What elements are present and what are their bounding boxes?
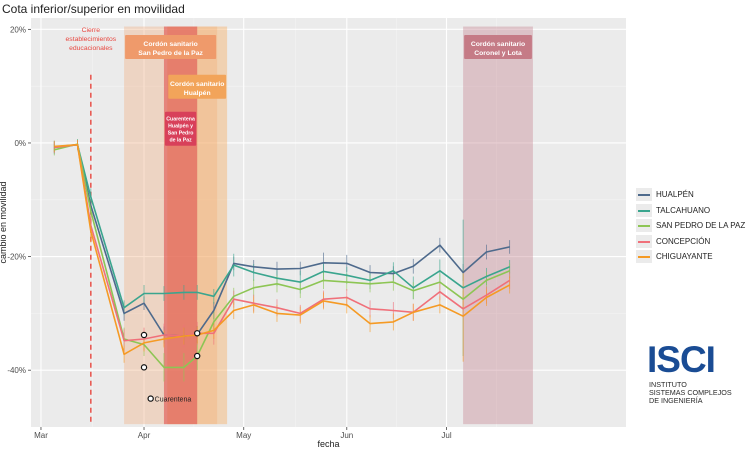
- band-label-box: [164, 111, 197, 146]
- band-label-box: [168, 74, 227, 99]
- legend-label: HUALPÉN: [656, 190, 694, 200]
- x-axis-title: fecha: [317, 439, 339, 449]
- legend-label: CONCEPCIÓN: [656, 236, 711, 246]
- logo-word: ISCI: [647, 339, 716, 380]
- series-line: [54, 143, 511, 356]
- y-tick-label: -40%: [7, 366, 26, 375]
- y-axis-title: cambio en movilidad: [0, 181, 8, 263]
- x-tick-label: Jul: [441, 431, 451, 440]
- band-label-text: Hualpén: [184, 90, 211, 97]
- legend-key: [636, 203, 652, 217]
- band-label-text: Cordón sanitario: [471, 41, 525, 48]
- series-line: [54, 143, 510, 337]
- legend-item: TALCAHUANO: [636, 203, 745, 219]
- chart-title: Cota inferior/superior en movilidad: [2, 2, 185, 16]
- band-label-text: Cordón sanitario: [143, 41, 197, 48]
- band-label-text: de la Paz: [169, 138, 192, 144]
- quarantine-marker: [194, 352, 201, 360]
- school-closure-label: establecimientos: [66, 36, 117, 43]
- legend-item: CONCEPCIÓN: [636, 234, 745, 250]
- legend-key: [636, 188, 652, 202]
- quarantine-legend-marker: [147, 395, 154, 402]
- x-tick-label: Apr: [138, 431, 151, 440]
- school-closure-label: educacionales: [69, 45, 113, 52]
- series-line: [54, 143, 511, 369]
- school-closure-label: Cierre: [82, 27, 101, 34]
- x-tick-label: Jun: [340, 431, 353, 440]
- logo-subtitle: INSTITUTO SISTEMAS COMPLEJOS DE INGENIER…: [649, 380, 732, 405]
- legend-key: [636, 234, 652, 248]
- legend-item: SAN PEDRO DE LA PAZ: [636, 218, 745, 234]
- y-tick-label: 20%: [10, 25, 26, 34]
- y-tick-label: 0%: [14, 139, 26, 148]
- band-label-box: [464, 35, 532, 60]
- quarantine-marker: [140, 331, 148, 339]
- series-line: [54, 143, 511, 342]
- legend-label: TALCAHUANO: [656, 205, 711, 215]
- legend-label: CHIGUAYANTE: [656, 252, 713, 262]
- band-label-text: Cordón sanitario: [170, 81, 224, 88]
- legend-label: SAN PEDRO DE LA PAZ: [656, 221, 746, 231]
- band-label-text: Hualpén y: [168, 124, 193, 130]
- legend-item: HUALPÉN: [636, 187, 745, 203]
- legend: HUALPÉN TALCAHUANO SAN PEDRO DE LA PAZ CONC…: [636, 187, 745, 265]
- quarantine-legend-label: Cuarentena: [155, 397, 192, 404]
- isci-logo: ISCI INSTITUTO SISTEMAS COMPLEJOS DE ING…: [640, 339, 747, 414]
- band-label-text: San Pedro: [168, 131, 194, 137]
- x-tick-label: Mar: [34, 431, 48, 440]
- quarantine-marker: [194, 330, 201, 337]
- legend-key: [636, 219, 652, 233]
- legend-item: CHIGUAYANTE: [636, 249, 745, 265]
- band-label-box: [125, 35, 217, 60]
- x-tick-label: May: [236, 431, 251, 440]
- y-tick-label: -20%: [7, 253, 26, 262]
- legend-key: [636, 250, 652, 264]
- band-label-text: Coronel y Lota: [474, 50, 522, 57]
- band-label-text: Cuarentena: [166, 117, 195, 123]
- band-label-text: San Pedro de la Paz: [138, 50, 203, 57]
- quarantine-marker: [140, 364, 148, 371]
- series-line: [54, 143, 511, 309]
- shaded-band: [463, 26, 533, 425]
- plot-panel: [31, 18, 626, 427]
